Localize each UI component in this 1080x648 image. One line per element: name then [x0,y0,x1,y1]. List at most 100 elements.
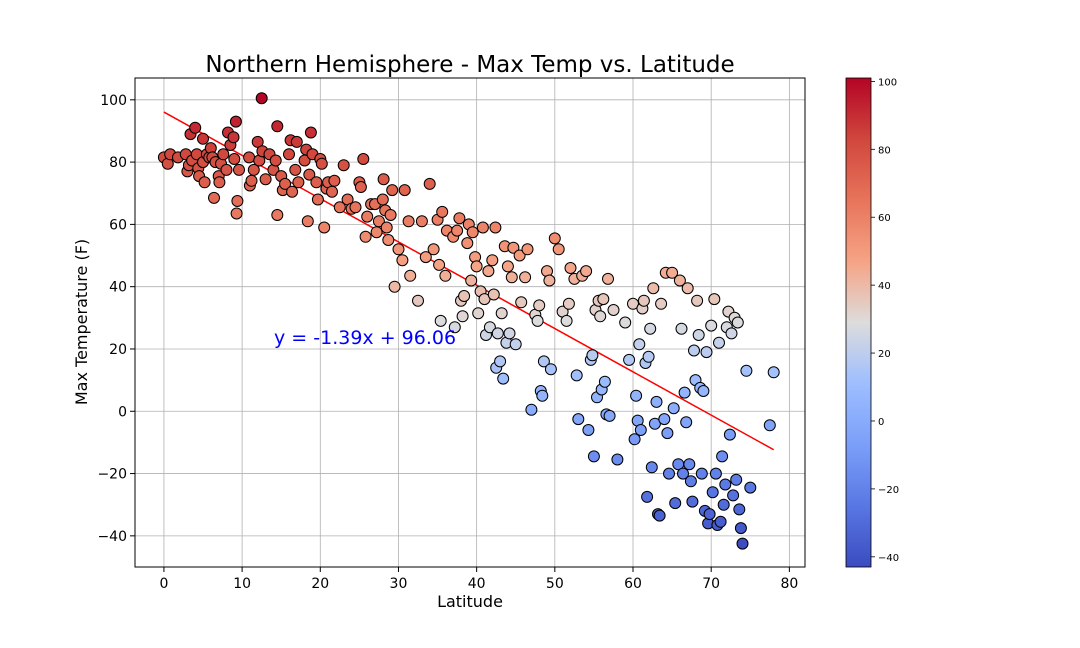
colorbar [845,77,872,568]
data-point [602,272,614,285]
colorbar-ticks: −40 −20 0 20 40 60 80 100 [871,77,899,564]
data-point [482,265,495,278]
data-point [311,193,324,206]
data-point [388,280,401,293]
data-point [384,209,397,221]
data-point [627,297,639,310]
data-point [708,293,721,306]
data-point [519,271,532,284]
data-point [337,159,350,172]
y-tick-label: 20 [109,342,127,358]
data-point [233,163,245,176]
data-point [259,173,272,186]
data-point [653,509,666,522]
data-point [650,395,663,408]
data-point [562,297,575,310]
data-point [453,212,466,225]
y-tick-label: −20 [97,467,127,483]
data-point [730,473,743,486]
data-point [630,389,643,402]
y-tick-label: 100 [100,93,127,109]
data-point [537,355,550,368]
data-point [642,350,655,363]
data-point [533,299,546,312]
data-points [157,92,780,550]
data-point [229,115,242,128]
data-point [663,467,675,480]
data-point [386,184,399,197]
data-point [705,319,718,332]
colorbar-tick-label: −40 [878,553,899,564]
data-point [623,353,636,366]
data-point [227,131,240,144]
data-point [328,174,341,187]
y-axis-ticks: −40 −20 0 20 40 60 80 100 [97,93,135,545]
data-point [402,215,415,228]
data-point [269,154,282,167]
data-point [580,265,593,278]
data-point [505,271,518,284]
data-point [628,433,641,446]
data-point [521,243,534,256]
data-point [290,135,303,148]
data-point [271,209,284,221]
data-point [357,153,370,165]
data-point [767,366,780,379]
data-point [361,210,374,223]
data-point [439,269,452,282]
data-point [692,329,705,341]
data-point [675,322,688,335]
data-point [691,294,704,307]
data-point [637,294,650,307]
data-point [714,515,727,528]
data-point [412,294,424,307]
data-point [543,274,556,287]
data-point [271,120,284,133]
data-point [645,461,658,474]
data-point [513,249,526,262]
data-point [318,221,331,234]
data-point [220,163,233,176]
data-point [713,336,725,349]
y-tick-label: −40 [97,529,127,545]
colorbar-tick-label: 100 [878,77,897,88]
data-point [525,403,538,416]
x-tick-label: 30 [390,576,408,592]
data-point [598,375,611,388]
data-point [489,221,502,234]
data-point [197,132,209,145]
data-point [433,258,446,271]
data-point [354,181,367,193]
data-point [544,363,557,376]
data-point [404,269,417,282]
data-point [716,450,729,463]
data-point [310,176,323,189]
data-point [641,490,654,503]
data-point [697,385,710,397]
data-point [326,185,338,198]
data-point [507,241,520,254]
data-point [680,416,693,429]
data-point [228,153,241,165]
data-point [731,316,744,329]
data-point [666,266,679,279]
data-point [251,135,264,148]
data-point [472,307,485,320]
y-tick-label: 40 [109,280,127,296]
data-point [456,310,469,323]
data-point [733,503,746,516]
data-point [370,226,383,239]
x-axis-ticks: 0 10 20 30 40 50 60 70 80 [159,567,798,592]
data-point [706,486,719,499]
data-point [486,254,499,267]
data-point [255,92,268,105]
data-point [673,274,686,287]
data-point [213,176,226,189]
data-point [648,417,661,430]
data-point [669,497,682,510]
regression-equation: y = -1.39x + 96.06 [274,327,456,349]
data-point [700,346,713,359]
data-point [560,314,573,327]
data-point [487,288,500,301]
data-point [548,232,561,245]
